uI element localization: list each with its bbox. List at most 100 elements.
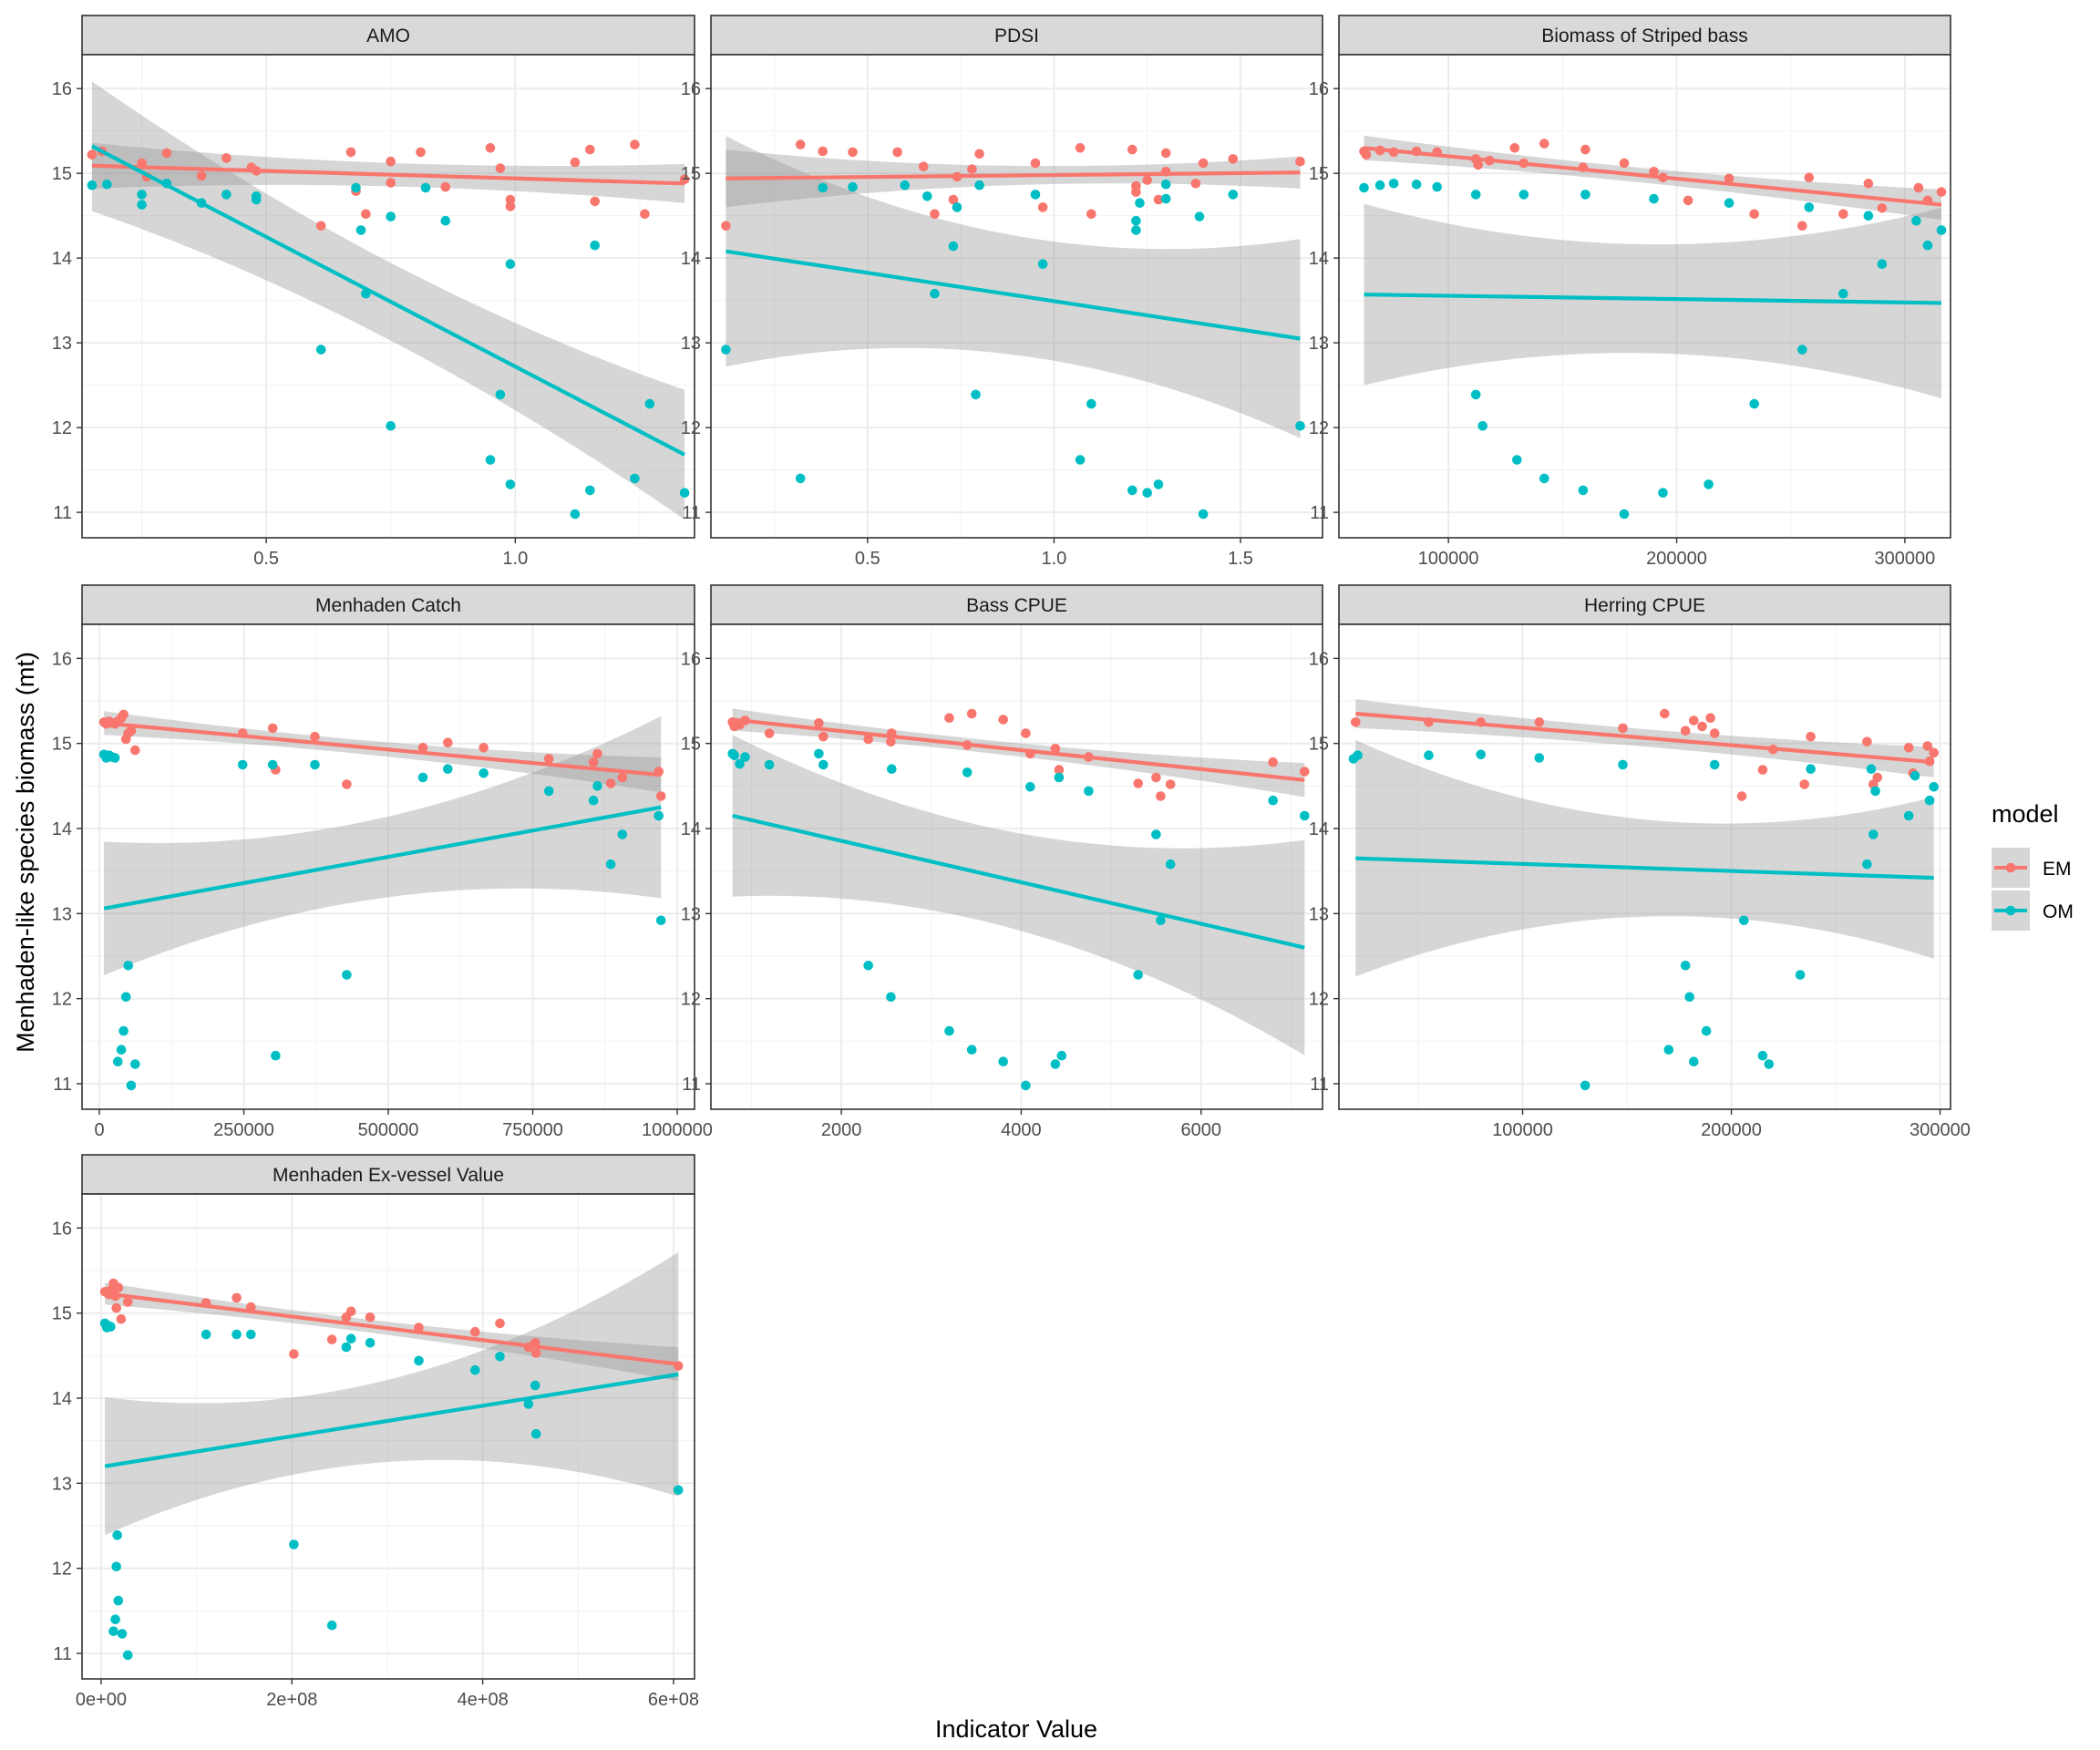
data-point-em [416,147,426,158]
data-point-om [1153,479,1164,489]
data-point-om [1804,202,1815,212]
data-point-om [617,829,628,839]
data-point-em [617,772,628,783]
data-point-om [1295,421,1305,431]
data-point-om [1388,179,1399,189]
data-point-om [123,961,133,971]
data-point-em [1473,160,1483,170]
y-tick-label: 12 [52,418,72,438]
y-tick-label: 11 [53,1644,72,1664]
data-point-om [505,479,516,489]
y-tick-label: 12 [1309,418,1329,438]
data-point-em [1619,158,1630,169]
data-point-em [605,778,616,788]
data-point-em [1021,728,1031,738]
data-point-om [1903,810,1914,821]
data-point-om [1534,753,1545,763]
y-tick-label: 12 [1309,990,1329,1010]
confidence-band [726,136,1301,438]
x-tick-label: 0e+00 [76,1690,127,1710]
data-point-em [721,221,731,232]
data-point-om [365,1338,376,1348]
y-tick-label: 16 [1309,649,1329,669]
panel-border [710,623,1323,1110]
data-point-om [974,180,984,190]
data-point-em [1689,715,1699,726]
confidence-band [1355,739,1934,977]
data-point-em [1804,172,1815,183]
data-point-om [1084,786,1094,797]
data-point-om [232,1329,242,1340]
data-point-em [1929,747,1939,758]
data-point-em [570,157,581,168]
fit-line-em [726,170,1301,180]
data-point-em [592,748,602,759]
data-point-em [967,164,977,174]
data-point-om [1198,509,1209,520]
facet-strip-title: Bass CPUE [966,595,1067,616]
data-point-om [886,992,896,1003]
y-tick-label: 13 [681,904,701,924]
data-point-em [1863,179,1874,189]
data-point-om [118,1025,129,1036]
confidence-band [732,735,1305,1055]
data-point-om [1739,915,1749,926]
legend-title: model [1992,800,2059,828]
data-point-em [966,708,977,719]
facet-strip-title: AMO [366,26,410,46]
confidence-band [105,1251,679,1536]
data-point-em [1660,708,1670,719]
data-point-em [1190,179,1201,189]
data-point-em [1922,741,1933,751]
data-point-om [1862,859,1872,870]
data-point-om [1649,193,1659,204]
data-point-om [315,345,326,355]
y-tick-label: 13 [52,334,72,354]
data-point-em [543,754,554,764]
data-point-om [1911,215,1921,226]
data-point-em [863,734,873,745]
y-tick-label: 13 [681,334,701,354]
facet-strip [710,584,1323,625]
data-point-om [1512,455,1522,465]
data-point-om [1578,485,1589,496]
data-point-em [126,726,137,736]
data-point-om [530,1428,541,1439]
data-point-em [1156,791,1166,801]
data-point-om [1539,473,1549,484]
facet-panel: Bass CPUE 11 12 13 14 15 16 2000 4000 6000 [681,584,1323,1140]
data-point-om [1025,782,1035,792]
facet-panels: AMO 11 12 13 14 15 16 0.5 1.0 PDSI 11 12 13 14 15 16 0.5… [52,15,1971,1710]
facet-panel: Menhaden Ex-vessel Value 11 12 13 14 15 16 0e+0… [52,1154,699,1710]
data-point-om [740,752,750,762]
y-tick-label: 16 [681,79,701,99]
data-point-em [1724,173,1735,184]
data-point-em [505,201,516,211]
panel-border [1338,54,1951,539]
panel-background [82,55,695,538]
data-point-em [470,1326,480,1337]
confidence-band [732,708,1305,798]
data-point-om [543,786,554,797]
y-tick-label: 16 [52,79,72,99]
x-tick-label: 0.5 [253,549,279,569]
y-tick-label: 16 [1309,79,1329,99]
data-point-em [795,139,806,149]
y-tick-label: 15 [681,164,701,184]
data-point-om [818,182,828,193]
x-tick-label: 200000 [1646,549,1707,569]
data-point-em [1936,187,1947,197]
data-point-em [1539,139,1549,149]
data-point-om [1160,193,1171,204]
data-point-om [1924,795,1935,806]
data-point-em [87,149,98,160]
y-tick-label: 14 [52,819,72,839]
data-point-om [341,1342,352,1353]
data-point-om [570,509,581,520]
data-point-om [1863,211,1874,221]
data-point-em [289,1349,299,1359]
fit-line-em [103,721,662,777]
legend-items: EM OM [1992,848,2074,931]
data-point-em [1534,717,1545,727]
data-point-om [962,767,973,777]
